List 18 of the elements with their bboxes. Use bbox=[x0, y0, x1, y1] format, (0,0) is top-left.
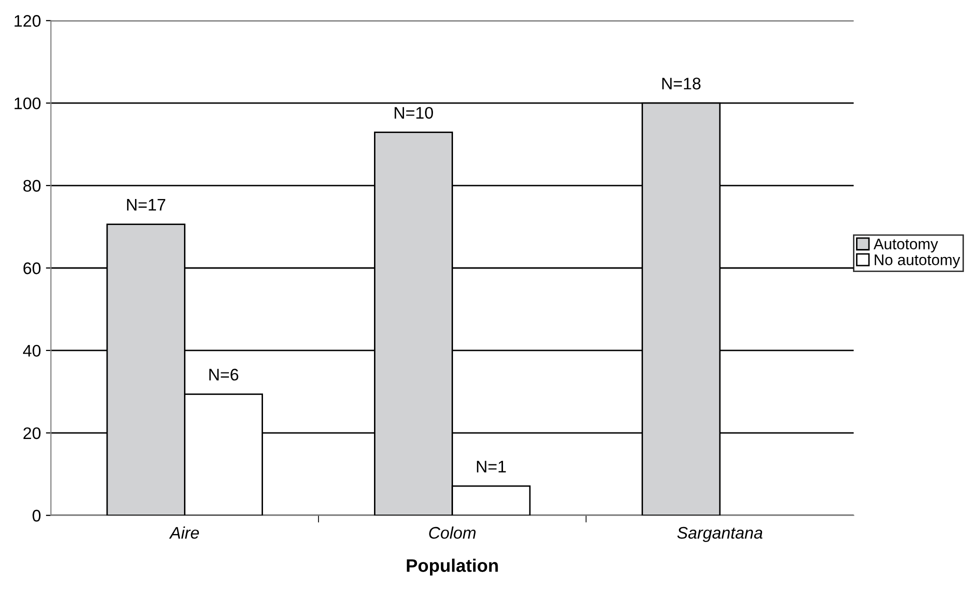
y-tick-label: 120 bbox=[14, 15, 41, 27]
y-tick-label: 40 bbox=[23, 344, 41, 357]
legend-label: Autotomy bbox=[874, 238, 938, 252]
y-tick-label: 80 bbox=[23, 180, 41, 192]
x-axis-title: Population bbox=[406, 558, 498, 576]
legend-label: No autotomy bbox=[874, 254, 960, 268]
annotation: N=17 bbox=[127, 199, 166, 211]
x-tick-label: Aire bbox=[169, 526, 199, 539]
y-tick-label: 100 bbox=[14, 97, 41, 110]
x-tick-label: Sargantana bbox=[677, 526, 762, 542]
annotation: N=18 bbox=[662, 78, 701, 90]
y-tick-label: 0 bbox=[32, 510, 41, 522]
y-tick-label: 60 bbox=[23, 262, 41, 274]
annotation: N=6 bbox=[209, 368, 238, 381]
y-tick-label: 20 bbox=[23, 427, 41, 440]
annotation: N=10 bbox=[394, 106, 433, 119]
annotation: N=1 bbox=[476, 460, 506, 472]
x-tick-label: Colom bbox=[429, 526, 476, 539]
